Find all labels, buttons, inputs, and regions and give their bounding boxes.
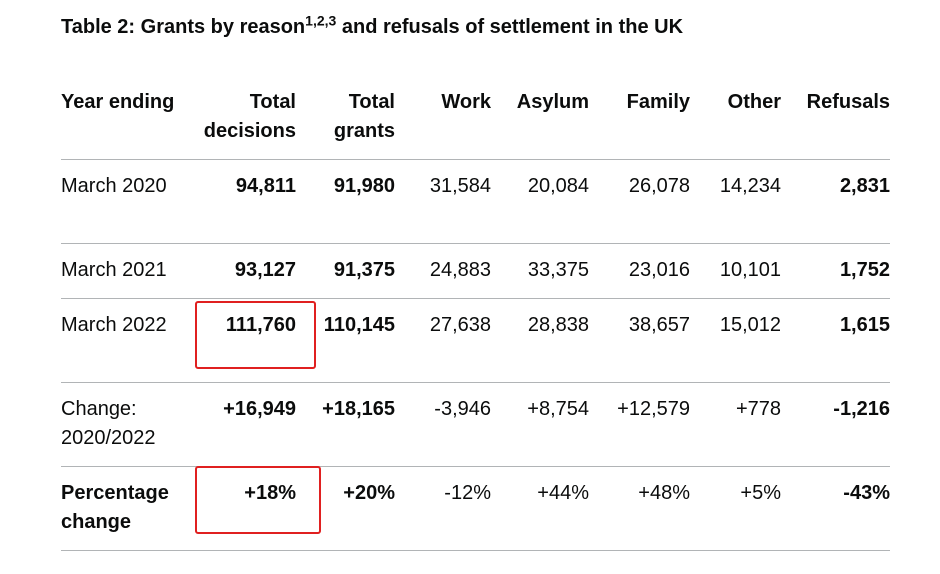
- cell-total-decisions: +18%: [201, 466, 296, 551]
- col-header-work: Work: [395, 88, 491, 160]
- cell-year: March 2021: [61, 243, 201, 299]
- cell-work: 31,584: [395, 159, 491, 244]
- cell-total-grants: 91,980: [296, 159, 395, 244]
- col-header-total-decisions: Total decisions: [201, 88, 296, 160]
- cell-total-decisions: 111,760: [201, 298, 296, 383]
- table-row: March 2020 94,811 91,980 31,584 20,084 2…: [61, 159, 890, 244]
- table-row: March 2022 111,760 110,145 27,638 28,838…: [61, 298, 890, 383]
- cell-family: +12,579: [589, 382, 690, 467]
- cell-asylum: 28,838: [491, 298, 589, 383]
- cell-asylum: 33,375: [491, 243, 589, 299]
- cell-total-decisions: 94,811: [201, 159, 296, 244]
- cell-family: +48%: [589, 466, 690, 551]
- cell-total-decisions: +16,949: [201, 382, 296, 467]
- cell-refusals: -43%: [781, 466, 890, 551]
- cell-other: 15,012: [690, 298, 781, 383]
- col-header-total-grants: Total grants: [296, 88, 395, 160]
- table-caption: Table 2: Grants by reason1,2,3 and refus…: [61, 12, 683, 42]
- cell-other: +5%: [690, 466, 781, 551]
- cell-year: March 2020: [61, 159, 201, 244]
- caption-title-end: and refusals of settlement in the UK: [336, 16, 684, 38]
- cell-total-decisions: 93,127: [201, 243, 296, 299]
- cell-total-grants: 110,145: [296, 298, 395, 383]
- col-header-asylum: Asylum: [491, 88, 589, 160]
- cell-work: -3,946: [395, 382, 491, 467]
- col-header-refusals: Refusals: [781, 88, 890, 160]
- cell-family: 38,657: [589, 298, 690, 383]
- cell-refusals: 1,615: [781, 298, 890, 383]
- cell-work: 24,883: [395, 243, 491, 299]
- table-row: Percentage change +18% +20% -12% +44% +4…: [61, 466, 890, 551]
- settlement-grants-table: Year ending Total decisions Total grants…: [61, 88, 890, 551]
- cell-other: 14,234: [690, 159, 781, 244]
- cell-refusals: 2,831: [781, 159, 890, 244]
- cell-total-grants: +20%: [296, 466, 395, 551]
- cell-year: Change: 2020/2022: [61, 382, 201, 467]
- cell-work: -12%: [395, 466, 491, 551]
- cell-asylum: 20,084: [491, 159, 589, 244]
- cell-other: 10,101: [690, 243, 781, 299]
- cell-year: Percentage change: [61, 466, 201, 551]
- cell-refusals: -1,216: [781, 382, 890, 467]
- cell-family: 26,078: [589, 159, 690, 244]
- cell-refusals: 1,752: [781, 243, 890, 299]
- col-header-other: Other: [690, 88, 781, 160]
- cell-asylum: +44%: [491, 466, 589, 551]
- table-row: Change: 2020/2022 +16,949 +18,165 -3,946…: [61, 382, 890, 467]
- cell-work: 27,638: [395, 298, 491, 383]
- table-row: March 2021 93,127 91,375 24,883 33,375 2…: [61, 243, 890, 299]
- caption-title-start: Table 2: Grants by reason: [61, 16, 306, 38]
- cell-other: +778: [690, 382, 781, 467]
- caption-footnote-markers[interactable]: 1,2,3: [305, 12, 337, 29]
- cell-asylum: +8,754: [491, 382, 589, 467]
- cell-family: 23,016: [589, 243, 690, 299]
- header-row: Year ending Total decisions Total grants…: [61, 88, 890, 160]
- col-header-year-ending: Year ending: [61, 88, 201, 160]
- cell-total-grants: +18,165: [296, 382, 395, 467]
- cell-total-grants: 91,375: [296, 243, 395, 299]
- col-header-family: Family: [589, 88, 690, 160]
- cell-year: March 2022: [61, 298, 201, 383]
